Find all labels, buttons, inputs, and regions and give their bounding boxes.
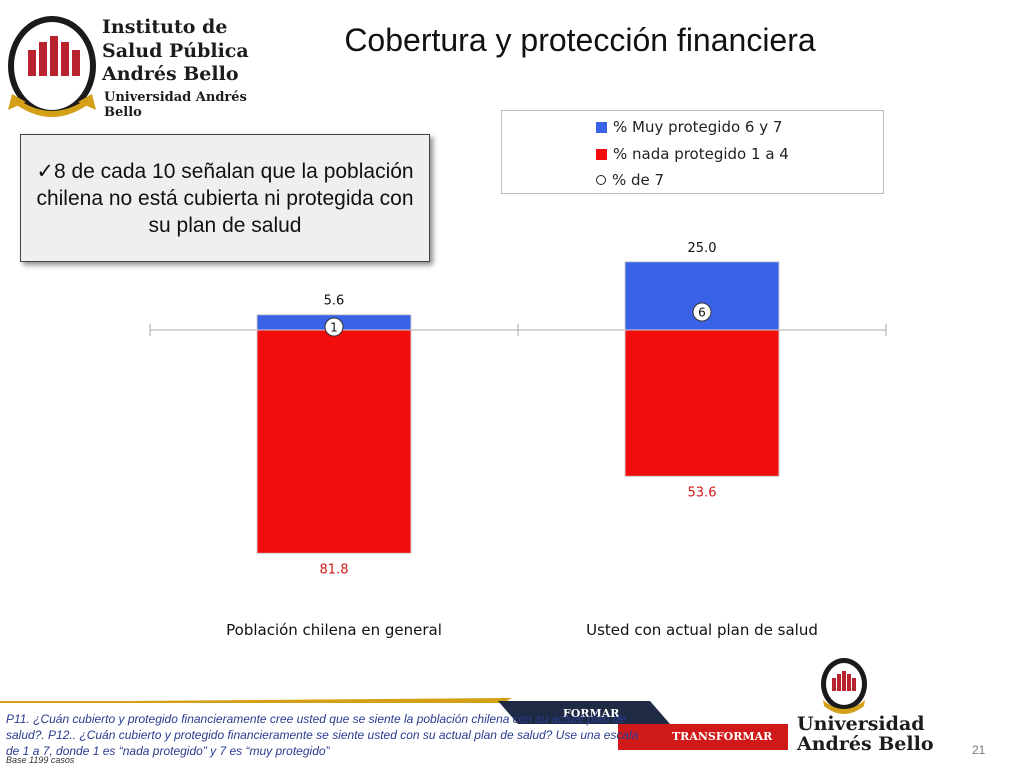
bar-muy-protegido [624,261,780,331]
data-label-de-7: 6 [698,306,706,320]
chart-legend: % Muy protegido 6 y 7 % nada protegido 1… [501,110,884,194]
key-finding-callout: ✓8 de cada 10 señalan que la población c… [20,134,430,262]
institute-logo: Instituto de Salud Pública Andrés Bello … [6,6,276,120]
data-label-muy-protegido: 5.6 [324,294,345,309]
logo-line-3: Andrés Bello [102,63,239,85]
legend-item-nada-protegido: % nada protegido 1 a 4 [596,145,789,163]
marker-de-7 [324,317,344,337]
legend-circle-icon [596,175,606,185]
slide-title: Cobertura y protección financiera [344,22,816,58]
legend-swatch-red [596,148,607,160]
transformar-band-extension [618,724,788,750]
university-seal-icon [821,658,867,714]
data-label-nada-protegido: 81.8 [320,562,349,577]
data-label-de-7: 1 [330,321,338,335]
legend-label: % nada protegido 1 a 4 [613,145,789,163]
category-label: Población chilena en general [226,621,442,639]
legend-item-muy-protegido: % Muy protegido 6 y 7 [596,118,782,136]
legend-label: % Muy protegido 6 y 7 [613,118,783,136]
footer-gold-line [0,701,505,703]
category-label: Usted con actual plan de salud [586,621,818,639]
institute-seal-icon [8,16,96,117]
university-logo-line-2: Andrés Bello [797,733,934,755]
banner-formar: FORMAR [563,707,620,720]
legend-item-de-7: % de 7 [596,171,664,189]
callout-text: ✓8 de cada 10 señalan que la población c… [36,159,414,237]
bar-nada-protegido [256,329,412,554]
data-label-muy-protegido: 25.0 [688,241,717,256]
banner-transformar: TRANSFORMAR [672,730,773,743]
bar-nada-protegido [624,329,780,477]
legend-swatch-blue [596,121,607,133]
logo-line-4: Universidad Andrés Bello [104,90,247,120]
bar-muy-protegido [256,314,412,331]
legend-label: % de 7 [612,171,665,189]
logo-line-2: Salud Pública [102,40,249,62]
data-label-nada-protegido: 53.6 [688,485,717,500]
sample-base-note: Base 1199 casos [6,755,75,765]
page-number: 21 [972,743,986,757]
survey-question-note: P11. ¿Cuán cubierto y protegido financie… [6,712,639,758]
marker-de-7 [692,302,712,322]
logo-line-1: Instituto de [102,16,228,38]
university-logo-line-1: Universidad [797,713,925,735]
formar-band [498,701,670,724]
